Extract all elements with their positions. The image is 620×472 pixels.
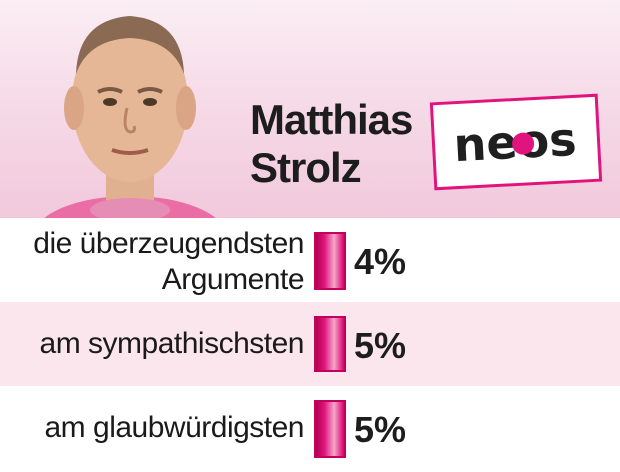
rating-row-background	[0, 386, 620, 472]
party-logo-dot-icon	[512, 132, 535, 155]
rating-bar	[314, 400, 346, 458]
rating-label: die überzeugendsten Argumente	[33, 226, 304, 298]
candidate-first-name: Matthias	[250, 96, 413, 143]
rating-row: am sympathischsten 5%	[0, 302, 620, 386]
rating-row: am glaubwürdigsten 5%	[0, 386, 620, 472]
party-logo: neos	[429, 93, 603, 191]
rating-value: 4%	[354, 241, 407, 282]
rating-label-line: am sympathischsten	[39, 327, 305, 360]
rating-label-line: am glaubwürdigsten	[44, 411, 305, 444]
rating-row-background	[0, 218, 620, 302]
candidate-last-name: Strolz	[250, 144, 362, 191]
rating-label-line: die überzeugendsten	[33, 227, 304, 260]
rating-label-line: Argumente	[161, 263, 305, 296]
candidate-portrait	[44, 16, 216, 218]
rating-bar	[314, 232, 346, 290]
candidate-header: Matthias Strolz neos	[0, 0, 620, 218]
rating-row-background	[0, 302, 620, 386]
rating-label: am sympathischsten	[39, 326, 305, 362]
rating-row: die überzeugendsten Argumente 4%	[0, 218, 620, 302]
candidate-name: Matthias Strolz	[250, 96, 413, 192]
rating-value: 5%	[354, 409, 407, 450]
rating-label: am glaubwürdigsten	[45, 410, 305, 446]
rating-value: 5%	[354, 325, 407, 366]
rating-bar	[314, 316, 346, 372]
